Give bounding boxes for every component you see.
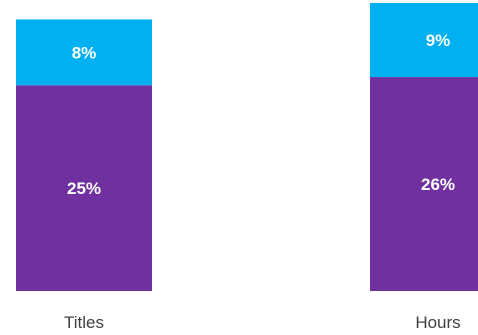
data-label-titles-0: 25% xyxy=(67,179,101,198)
plot-area: 25% 8% Titles 26% 9% Hours xyxy=(16,3,478,332)
data-label-hours-1: 9% xyxy=(426,31,451,50)
bar-segment-titles-1 xyxy=(16,19,152,86)
bar-segment-hours-0 xyxy=(370,77,478,291)
bar-segment-hours-1 xyxy=(370,3,478,78)
category-label-titles: Titles xyxy=(64,313,104,332)
category-label-hours: Hours xyxy=(415,313,460,332)
data-label-hours-0: 26% xyxy=(421,175,455,194)
bar-segment-titles-0 xyxy=(16,85,152,292)
data-label-titles-1: 8% xyxy=(72,43,97,62)
